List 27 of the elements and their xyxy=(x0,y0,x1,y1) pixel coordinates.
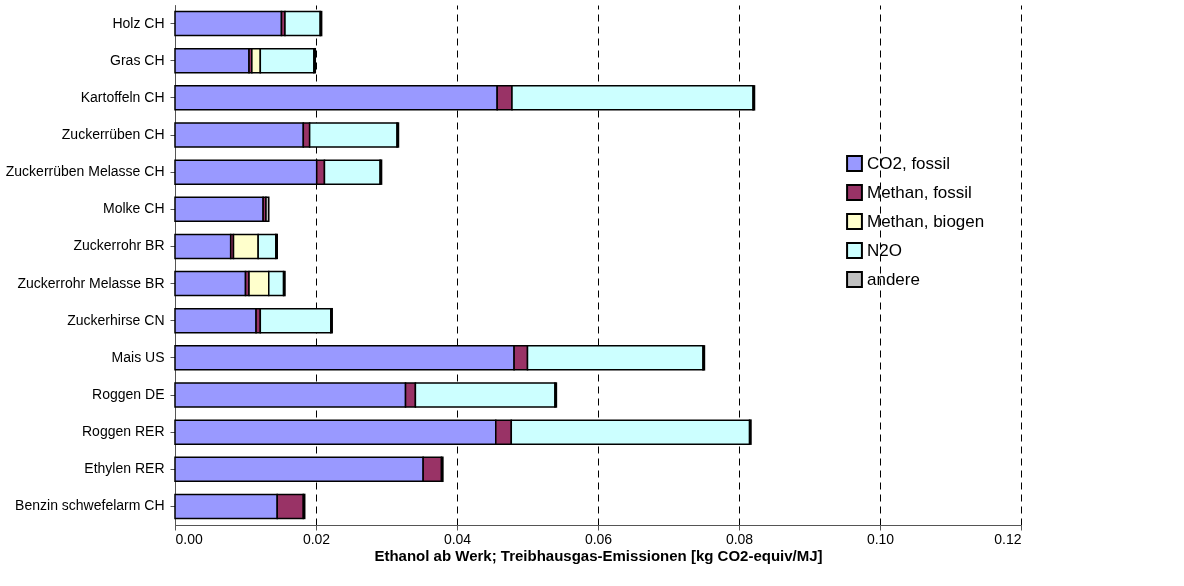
x-tick-label: 0.04 xyxy=(443,530,472,547)
y-tick-label: Mais US xyxy=(111,348,165,365)
y-tick-label: Zuckerrüben Melasse CH xyxy=(5,163,165,180)
y-tick-label: Kartoffeln CH xyxy=(80,88,165,105)
x-tick-label: 0.02 xyxy=(302,530,331,547)
y-tick-label: Gras CH xyxy=(110,51,165,68)
y-tick-label: Zuckerrohr BR xyxy=(73,237,165,254)
y-tick-label: Ethylen RER xyxy=(84,460,165,477)
x-tick-label: 0.06 xyxy=(584,530,613,547)
y-tick-label: Zuckerrüben CH xyxy=(61,126,165,142)
y-tick-label: Zuckerhirse CN xyxy=(67,311,165,328)
x-axis-title: Ethanol ab Werk; Treibhausgas-Emissionen [kg CO2-equiv/MJ] xyxy=(374,546,823,564)
y-tick-label: Zuckerrohr Melasse BR xyxy=(17,274,165,291)
legend-label: andere xyxy=(867,269,920,289)
x-tick-label: 0.10 xyxy=(866,530,895,547)
x-tick-label: 0.12 xyxy=(994,530,1022,547)
x-tick-label: 0.08 xyxy=(725,530,754,547)
y-tick-label: Benzin schwefelarm CH xyxy=(15,497,165,514)
y-tick-label: Roggen RER xyxy=(82,423,165,440)
y-tick-label: Roggen DE xyxy=(92,386,165,402)
legend-label: Methan, biogen xyxy=(867,211,985,231)
y-tick-label: Molke CH xyxy=(103,200,165,217)
legend-label: CO2, fossil xyxy=(867,153,951,173)
y-tick-label: Holz CH xyxy=(112,14,165,31)
legend-label: Methan, fossil xyxy=(867,182,972,202)
legend-label: N2O xyxy=(867,240,902,260)
x-tick-label: 0.00 xyxy=(175,530,203,547)
